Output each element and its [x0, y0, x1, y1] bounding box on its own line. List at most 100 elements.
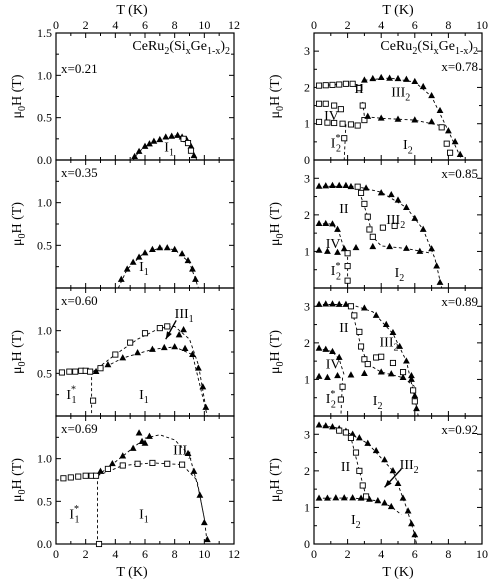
- region-label: I2: [351, 513, 361, 531]
- data-point-triangle: [135, 253, 143, 260]
- data-point-triangle: [411, 531, 419, 538]
- data-point-triangle: [456, 150, 464, 157]
- data-point-triangle: [340, 494, 348, 501]
- y-tick-label: 2: [304, 336, 310, 350]
- data-point-triangle: [146, 140, 153, 147]
- data-point-square: [357, 189, 365, 196]
- data-point-triangle: [202, 403, 210, 410]
- data-point-square: [95, 540, 103, 548]
- data-point-triangle: [150, 137, 158, 144]
- x-tick-label: 2: [83, 18, 89, 32]
- data-point-triangle: [357, 494, 365, 501]
- data-point-square: [342, 80, 349, 87]
- data-point-triangle: [394, 479, 402, 487]
- data-point-triangle: [386, 242, 393, 250]
- composition-label: x=0.35: [61, 165, 98, 180]
- data-point-triangle: [131, 152, 139, 160]
- data-point-triangle: [361, 76, 368, 83]
- data-point-square: [119, 462, 126, 469]
- data-point-square: [90, 397, 97, 404]
- y-tick-label: 3: [304, 44, 310, 58]
- x-tick-label: 2: [345, 18, 351, 32]
- data-point-square: [356, 328, 363, 335]
- x-tick-label: 0: [53, 18, 59, 32]
- data-point-triangle: [403, 203, 410, 210]
- data-point-square: [342, 429, 349, 436]
- data-point-triangle: [174, 131, 182, 138]
- data-point-square: [337, 106, 344, 113]
- region-label: IV: [326, 237, 341, 252]
- data-point-triangle: [203, 535, 211, 543]
- region-label: I1: [139, 388, 149, 406]
- data-point-triangle: [315, 300, 323, 307]
- compound-formula: CeRu2(SixGe1-x)2: [132, 39, 230, 57]
- data-point-square: [164, 323, 171, 330]
- data-point-square: [339, 383, 346, 390]
- data-point-square: [164, 460, 171, 467]
- data-point-triangle: [163, 244, 171, 251]
- data-point-triangle: [436, 106, 444, 114]
- data-point-triangle: [377, 189, 385, 196]
- y-axis-label-group: μ0H (T): [268, 74, 286, 118]
- data-point-triangle: [428, 91, 435, 99]
- region-label: II: [339, 321, 349, 336]
- data-point-triangle: [352, 243, 360, 251]
- data-point-square: [341, 135, 348, 142]
- x-tick-label: 2: [83, 547, 89, 561]
- data-point-triangle: [315, 494, 323, 501]
- data-point-triangle: [190, 151, 198, 159]
- data-point-triangle: [374, 497, 382, 504]
- data-point-square: [363, 493, 370, 500]
- data-point-square: [337, 396, 344, 403]
- data-point-triangle: [382, 320, 390, 327]
- data-point-square: [364, 213, 371, 220]
- data-point-triangle: [403, 75, 410, 82]
- region-label: II: [354, 82, 364, 97]
- y-axis-label: μ0H (T): [10, 202, 28, 246]
- y-tick-label: 0: [304, 153, 310, 167]
- region-label: III2: [391, 86, 410, 104]
- region-label: I* 1: [66, 385, 76, 407]
- data-point-square: [379, 224, 386, 231]
- y-axis-label-group: μ0H (T): [268, 202, 286, 246]
- data-point-square: [447, 149, 454, 156]
- data-point-triangle: [129, 444, 137, 451]
- y-tick-label: 1: [304, 117, 310, 131]
- data-point-square: [66, 368, 73, 375]
- data-point-triangle: [381, 499, 388, 506]
- phase-boundary-line: [117, 247, 199, 289]
- data-point-triangle: [394, 196, 402, 203]
- y-tick-label: 2: [304, 464, 310, 478]
- data-point-triangle: [408, 375, 415, 382]
- data-point-triangle: [366, 495, 373, 502]
- data-point-square: [331, 119, 338, 127]
- data-point-triangle: [377, 368, 385, 375]
- data-point-triangle: [411, 77, 419, 85]
- data-point-square: [349, 80, 356, 87]
- data-point-triangle: [399, 494, 407, 501]
- region-label: I* 1: [69, 504, 79, 526]
- composition-label: x=0.60: [61, 293, 98, 308]
- x-tick-label: 2: [345, 547, 351, 561]
- data-point-triangle: [413, 404, 420, 412]
- data-point-square: [411, 398, 418, 405]
- data-point-square: [315, 82, 323, 89]
- data-point-square: [378, 353, 385, 360]
- data-point-triangle: [315, 421, 323, 428]
- data-point-triangle: [335, 353, 343, 360]
- region-label: III2: [386, 213, 405, 231]
- top-x-axis-label-right: T (K): [382, 3, 414, 18]
- data-point-triangle: [387, 502, 395, 510]
- x-tick-label: 4: [112, 547, 118, 561]
- data-point-triangle: [364, 112, 372, 119]
- data-point-square: [336, 81, 343, 88]
- data-point-triangle: [97, 467, 104, 474]
- data-point-square: [357, 343, 365, 350]
- region-label: II: [341, 460, 351, 475]
- data-point-triangle: [408, 371, 415, 379]
- y-axis-label-group: μ0H (T): [10, 458, 28, 502]
- y-tick-label: 3: [304, 299, 310, 313]
- data-point-square: [361, 356, 368, 363]
- data-point-triangle: [347, 371, 355, 378]
- data-point-square: [67, 474, 74, 481]
